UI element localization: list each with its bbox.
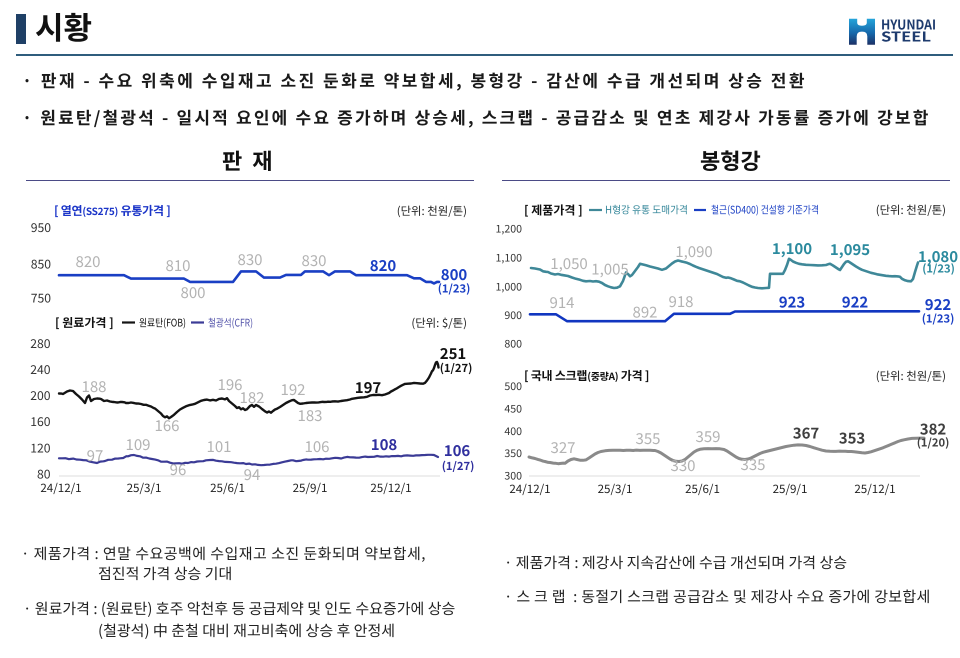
svg-text:HYUNDAI: HYUNDAI [881,18,936,34]
svg-text:182: 182 [240,387,265,408]
svg-text:300: 300 [504,469,522,484]
svg-text:335: 335 [741,454,766,475]
svg-text:450: 450 [504,402,522,417]
svg-text:96: 96 [170,459,187,480]
svg-text:192: 192 [281,379,306,400]
svg-text:923: 923 [779,292,806,313]
svg-text:280: 280 [30,334,51,352]
svg-text:(단위: $/톤): (단위: $/톤) [411,315,467,331]
svg-text:750: 750 [31,289,52,307]
svg-text:197: 197 [355,377,382,398]
svg-text:355: 355 [636,428,661,449]
svg-text:800: 800 [441,264,468,285]
svg-text:196: 196 [218,374,243,395]
svg-text:359: 359 [696,426,721,447]
svg-text:810: 810 [166,255,191,276]
svg-text:353: 353 [839,428,866,449]
svg-text:850: 850 [31,255,52,273]
svg-text:철광석(CFR): 철광석(CFR) [208,316,253,331]
svg-text:(1/23): (1/23) [922,311,955,327]
svg-text:25/6/1: 25/6/1 [685,481,720,497]
svg-text:1,000: 1,000 [496,280,523,295]
svg-text:(1/23): (1/23) [922,261,955,277]
svg-text:(단위: 천원/톤): (단위: 천원/톤) [876,368,946,384]
svg-text:원료탄(FOB): 원료탄(FOB) [139,316,186,331]
svg-text:25/3/1: 25/3/1 [127,480,162,496]
svg-text:80: 80 [37,465,51,483]
svg-text:(단위: 천원/톤): (단위: 천원/톤) [397,203,467,219]
svg-text:101: 101 [207,436,232,457]
svg-text:950: 950 [31,218,52,236]
svg-text:820: 820 [76,251,101,272]
svg-text:25/12/1: 25/12/1 [854,481,895,497]
svg-text:108: 108 [371,434,398,455]
svg-text:(1/27): (1/27) [442,458,475,474]
svg-text:94: 94 [244,464,261,485]
svg-text:382: 382 [920,419,947,440]
svg-text:25/9/1: 25/9/1 [773,481,808,497]
svg-text:918: 918 [669,291,694,312]
svg-text:109: 109 [126,434,151,455]
svg-text:914: 914 [550,292,575,313]
svg-text:1,050: 1,050 [550,253,587,274]
svg-text:H형강 유통 도매가격: H형강 유통 도매가격 [605,203,688,218]
svg-text:922: 922 [842,292,869,313]
svg-text:1,080: 1,080 [918,246,958,267]
svg-text:25/9/1: 25/9/1 [293,480,328,496]
svg-text:183: 183 [298,405,323,426]
svg-text:25/12/1: 25/12/1 [370,480,411,496]
svg-text:1,005: 1,005 [591,259,628,280]
svg-text:820: 820 [370,255,397,276]
svg-text:800: 800 [504,337,522,352]
svg-text:24/12/1: 24/12/1 [40,480,81,496]
svg-text:24/12/1: 24/12/1 [509,481,550,497]
svg-text:106: 106 [305,436,330,457]
svg-text:1,100: 1,100 [772,238,812,259]
svg-text:188: 188 [82,376,107,397]
svg-text:철근(SD400) 건설향 기준가격: 철근(SD400) 건설향 기준가격 [711,203,819,218]
svg-text:1,090: 1,090 [675,241,712,262]
svg-text:1,200: 1,200 [496,222,523,237]
svg-text:25/6/1: 25/6/1 [210,480,245,496]
svg-text:922: 922 [925,294,952,315]
svg-text:(단위: 천원/톤): (단위: 천원/톤) [876,202,946,218]
svg-text:330: 330 [671,455,696,476]
svg-text:400: 400 [504,424,522,439]
svg-text:367: 367 [793,423,820,444]
svg-text:830: 830 [302,250,327,271]
svg-text:900: 900 [504,308,522,323]
svg-text:(1/27): (1/27) [440,360,473,376]
svg-text:200: 200 [30,386,51,404]
svg-text:1,100: 1,100 [496,251,523,266]
svg-text:[ 국내 스크랩(중량A) 가격 ]: [ 국내 스크랩(중량A) 가격 ] [524,367,649,384]
svg-text:106: 106 [444,440,471,461]
svg-text:892: 892 [633,302,658,323]
svg-text:350: 350 [504,446,522,461]
svg-text:25/3/1: 25/3/1 [598,481,633,497]
svg-text:STEEL: STEEL [881,26,931,46]
svg-text:120: 120 [30,439,51,457]
svg-text:[ 열연(SS275) 유통가격 ]: [ 열연(SS275) 유통가격 ] [54,202,171,219]
svg-text:97: 97 [87,445,104,466]
svg-text:800: 800 [181,282,206,303]
svg-text:500: 500 [504,379,522,394]
svg-text:327: 327 [551,437,576,458]
svg-text:(1/23): (1/23) [438,281,471,297]
svg-text:251: 251 [440,343,467,364]
svg-text:830: 830 [238,249,263,270]
svg-text:240: 240 [30,360,51,378]
svg-text:1,095: 1,095 [830,239,870,260]
svg-text:160: 160 [30,412,51,430]
svg-text:166: 166 [155,415,180,436]
svg-text:[ 제품가격 ]: [ 제품가격 ] [524,202,583,219]
svg-text:[ 원료가격 ]: [ 원료가격 ] [55,314,114,331]
svg-text:(1/20): (1/20) [917,435,950,451]
